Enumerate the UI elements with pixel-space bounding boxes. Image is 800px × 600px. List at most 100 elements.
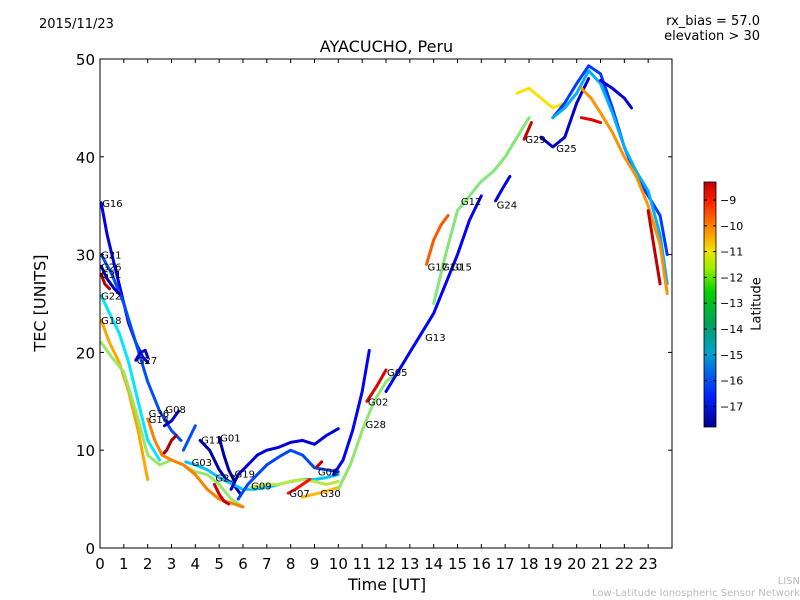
x-tick-label: 10	[329, 555, 348, 573]
x-tick-label: 2	[143, 555, 153, 573]
x-tick-label: 7	[262, 555, 272, 573]
colorbar-tick-label: −10	[720, 220, 743, 233]
series-line-g07	[286, 478, 312, 495]
satellite-label: G10	[442, 262, 462, 273]
series-line-g21	[100, 253, 183, 442]
satellite-label: G11	[201, 435, 221, 446]
x-tick-label: 21	[591, 555, 610, 573]
satellite-label: G36	[149, 409, 169, 420]
colorbar-ticks: −9 −10 −11 −12 −13 −14 −15 −16 −17	[704, 194, 743, 413]
colorbar-tick-label: −9	[720, 194, 736, 207]
x-tick-label: 12	[376, 555, 395, 573]
series-line-g28	[332, 348, 371, 477]
colorbar-tick-label: −11	[720, 246, 743, 259]
satellite-label: G29	[525, 135, 545, 146]
satellite-label: G26	[101, 262, 121, 273]
x-tick-label: 16	[472, 555, 491, 573]
x-tick-label: 13	[400, 555, 419, 573]
satellite-label: G30	[320, 489, 340, 500]
series-line-g10n	[599, 79, 633, 110]
satellite-label: G03	[192, 458, 212, 469]
rx-bias-annotation: rx_bias = 57.0	[666, 14, 760, 29]
credit-long: Low-Latitude Ionospheric Sensor Network	[592, 588, 800, 599]
x-tick-label: 0	[95, 555, 105, 573]
series-line-g26	[100, 264, 121, 296]
series-line-g19b	[236, 448, 340, 501]
satellite-label: G13	[425, 333, 445, 344]
satellite-label: G25	[556, 144, 576, 155]
satellite-label: G08	[165, 405, 185, 416]
series-line-g31n	[646, 209, 662, 286]
series-line-g19n	[579, 116, 602, 125]
x-tick-label: 17	[496, 555, 515, 573]
satellite-label: G28	[366, 420, 386, 431]
satellite-label: G21	[101, 251, 121, 262]
x-axis-label: Time [UT]	[347, 575, 427, 594]
series-line-g30	[301, 485, 340, 499]
date-label: 2015/11/23	[39, 17, 114, 32]
colorbar-tick-label: −17	[720, 400, 743, 413]
x-tick-label: 11	[353, 555, 372, 573]
x-tick-label: 15	[448, 555, 467, 573]
elevation-annotation: elevation > 30	[664, 29, 760, 44]
x-tick-label: 23	[639, 555, 658, 573]
x-tick-label: 18	[519, 555, 538, 573]
series-line-g08b	[181, 424, 197, 452]
series-line-g31	[100, 272, 111, 291]
y-tick-label: 20	[76, 344, 95, 362]
series-line-g18	[100, 318, 150, 481]
series-line-g12	[432, 116, 531, 305]
y-tick-label: 50	[76, 51, 95, 69]
satellite-label: G16	[102, 199, 122, 210]
colorbar-tick-label: −12	[720, 271, 743, 284]
series-line-g13	[384, 194, 483, 393]
satellite-label: G14	[149, 415, 169, 426]
x-tick-label: 19	[543, 555, 562, 573]
x-tick-label: 4	[191, 555, 201, 573]
x-tick-label: 5	[214, 555, 224, 573]
satellite-label: G07	[289, 489, 309, 500]
colorbar-tick-label: −14	[720, 323, 743, 336]
satellite-label: G17	[428, 262, 448, 273]
series-line-g05	[365, 368, 388, 403]
x-tick-label: 8	[286, 555, 296, 573]
satellite-label: G19	[234, 470, 254, 481]
satellite-label: G18	[101, 316, 121, 327]
plot-frame	[99, 58, 673, 549]
colorbar-tick-label: −16	[720, 375, 743, 388]
x-tick-label: 9	[310, 555, 320, 573]
series-line-g26n	[579, 86, 669, 296]
colorbar-tick-label: −13	[720, 297, 743, 310]
series-line-g29	[522, 121, 533, 141]
series-layer	[100, 64, 669, 509]
annotation-block: rx_bias = 57.0 elevation > 30	[664, 14, 760, 44]
satellite-label: G23	[215, 474, 235, 485]
x-tick-label: 6	[238, 555, 248, 573]
series-line-g01	[217, 436, 235, 481]
satellite-label: G06	[318, 468, 338, 479]
series-line-g09	[248, 478, 340, 489]
satellite-label: G12	[461, 197, 481, 208]
series-line-g19	[229, 427, 340, 491]
y-tick-label: 30	[76, 247, 95, 265]
series-line-g22	[100, 294, 162, 462]
satellite-label: G02	[368, 397, 388, 408]
satellite-label: G27	[137, 356, 157, 367]
satellite-label: G09	[251, 481, 271, 492]
y-tick-label: 40	[76, 149, 95, 167]
satellite-label: G05	[387, 368, 407, 379]
series-line-g24	[494, 174, 512, 203]
satellite-label: G15	[451, 262, 471, 273]
y-tick-label: 0	[85, 540, 95, 558]
series-line-g27	[134, 348, 150, 362]
x-tick-label: 1	[119, 555, 129, 573]
chart-title: AYACUCHO, Peru	[319, 37, 454, 56]
axes: 0 1 2 3 4 5 6 7 8 9 10 11 12 13 14 15 16 17 18 19 20 21 22 2301…	[76, 51, 672, 573]
series-line-g08	[162, 409, 181, 428]
series-line-g23	[212, 482, 231, 506]
series-line-g17	[425, 214, 450, 266]
x-tick-label: 14	[424, 555, 443, 573]
series-line-g36	[160, 434, 178, 457]
satellite-label: G01	[220, 433, 240, 444]
